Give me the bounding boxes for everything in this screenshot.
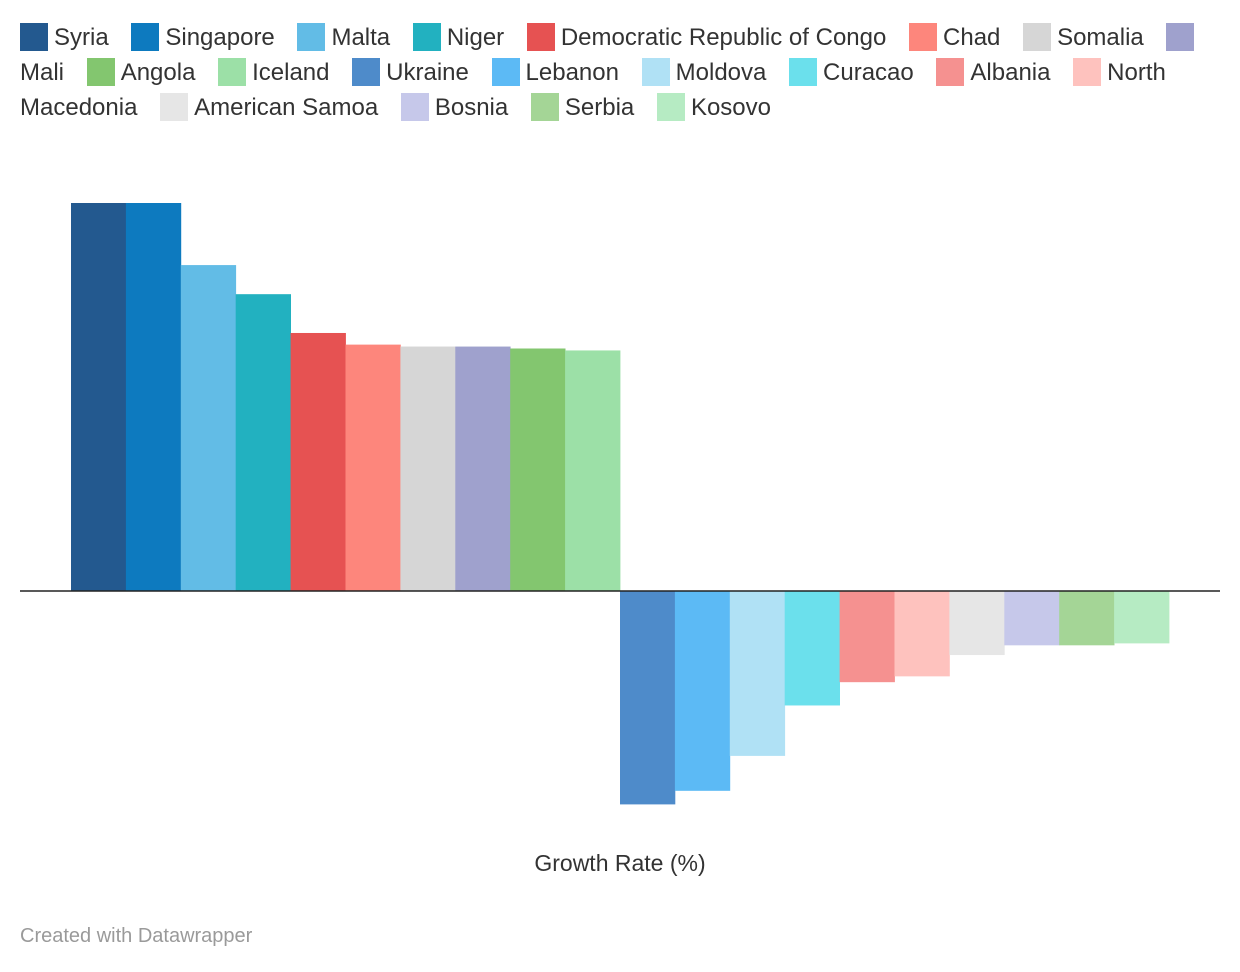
bar-malta: [180, 265, 237, 591]
legend-item: Somalia: [1023, 23, 1144, 51]
bar-angola: [510, 348, 566, 591]
bar-democratic-republic-of-congo: [290, 332, 346, 591]
legend-swatch: [656, 93, 685, 121]
legend-item: Curacao: [789, 58, 914, 86]
x-axis-label: Growth Rate (%): [534, 850, 706, 876]
legend-item: Kosovo: [656, 93, 772, 121]
bar-syria: [71, 203, 127, 591]
legend-label: North Macedonia: [20, 59, 1166, 121]
bar-somalia: [400, 346, 456, 591]
chart-legend: Syria Singapore Malta Niger Democratic R…: [20, 20, 1225, 125]
legend-swatch: [20, 23, 48, 51]
legend-swatch: [352, 58, 381, 86]
bar-american-samoa: [949, 591, 1005, 656]
legend-item: Angola: [86, 58, 196, 86]
legend-label: Angola: [120, 59, 196, 86]
legend-item: Lebanon: [491, 58, 619, 86]
legend-swatch: [530, 93, 559, 121]
bar-singapore: [125, 203, 182, 591]
bar-serbia: [1059, 591, 1115, 646]
legend-label: Kosovo: [690, 94, 772, 121]
legend-swatch: [491, 58, 520, 86]
legend-swatch: [1073, 58, 1102, 86]
bar-lebanon: [674, 591, 731, 791]
legend-swatch: [297, 23, 326, 51]
bar-ukraine: [620, 591, 676, 805]
legend-item: Malta: [297, 23, 391, 51]
legend-swatch: [400, 93, 429, 121]
legend-label: Somalia: [1057, 24, 1144, 51]
legend-swatch: [909, 23, 938, 51]
legend-item: North Macedonia: [20, 58, 1166, 121]
legend-label: Bosnia: [434, 94, 509, 121]
legend-label: Albania: [970, 59, 1051, 86]
legend-swatch: [412, 23, 441, 51]
legend-label: American Samoa: [194, 94, 379, 121]
legend-swatch: [1166, 23, 1195, 51]
legend-swatch: [641, 58, 670, 86]
legend-item: Mali: [20, 23, 1200, 86]
legend-item: American Samoa: [160, 93, 379, 121]
legend-label: Chad: [943, 24, 1001, 51]
bar-mali: [455, 346, 511, 591]
bar-iceland: [565, 350, 621, 591]
bar-albania: [839, 591, 895, 683]
legend-label: Democratic Republic of Congo: [560, 24, 887, 51]
legend-swatch: [789, 58, 818, 86]
bar-curacao: [784, 591, 840, 706]
legend-item: Syria: [20, 23, 109, 51]
legend-item: Bosnia: [400, 93, 509, 121]
legend-label: Malta: [331, 24, 391, 51]
legend-label: Lebanon: [525, 59, 619, 86]
bar-niger: [235, 294, 291, 591]
legend-swatch: [131, 23, 160, 51]
legend-item: Albania: [936, 58, 1051, 86]
legend-swatch: [160, 93, 189, 121]
legend-item: Serbia: [530, 93, 635, 121]
legend-label: Curacao: [823, 59, 914, 86]
bar-chad: [345, 344, 401, 591]
legend-label: Singapore: [165, 24, 275, 51]
legend-label: Niger: [446, 24, 505, 51]
legend-item: Chad: [909, 23, 1001, 51]
legend-swatch: [1023, 23, 1052, 51]
legend-swatch: [218, 58, 247, 86]
legend-swatch: [526, 23, 555, 51]
legend-swatch: [936, 58, 965, 86]
legend-label: Iceland: [252, 59, 330, 86]
legend-label: Mali: [20, 59, 65, 86]
legend-item: Singapore: [131, 23, 275, 51]
bar-kosovo: [1114, 591, 1170, 644]
bar-bosnia: [1004, 591, 1060, 646]
legend-item: Ukraine: [352, 58, 469, 86]
legend-item: Democratic Republic of Congo: [526, 23, 887, 51]
legend-item: Niger: [412, 23, 505, 51]
credit-text[interactable]: Created with Datawrapper: [20, 925, 253, 947]
legend-label: Ukraine: [386, 59, 469, 86]
legend-label: Serbia: [564, 94, 635, 121]
bar-group: [71, 203, 1170, 805]
legend-item: Iceland: [218, 58, 330, 86]
legend-item: Moldova: [641, 58, 767, 86]
legend-swatch: [86, 58, 115, 86]
bar-moldova: [729, 591, 786, 756]
bar-north-macedonia: [894, 591, 950, 677]
legend-label: Moldova: [675, 59, 767, 86]
legend-label: Syria: [54, 24, 109, 51]
